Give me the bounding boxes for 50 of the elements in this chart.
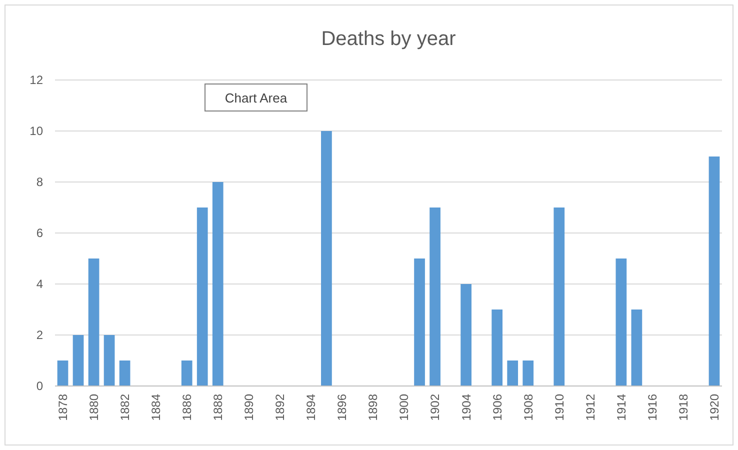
x-tick-label: 1906: [490, 394, 504, 421]
x-tick-label: 1916: [645, 394, 660, 421]
chart-title: Deaths by year: [321, 28, 456, 50]
annotation: Chart Area: [224, 90, 288, 106]
bar: [460, 284, 472, 386]
bar: [88, 258, 100, 386]
x-tick-label: 1896: [335, 394, 350, 421]
bar: [430, 208, 440, 386]
x-tick-label: 1900: [397, 394, 412, 421]
bar: [616, 258, 627, 386]
bar: [414, 258, 425, 386]
x-tick-label: 1892: [273, 394, 288, 421]
x-tick-label: 1902: [428, 394, 442, 421]
bar: [522, 360, 534, 386]
bar: [57, 360, 68, 386]
bar: [492, 310, 503, 386]
x-tick-label: 1888: [211, 394, 226, 421]
bar: [321, 131, 332, 386]
x-tick-label: 1918: [676, 394, 690, 421]
bar: [196, 208, 208, 386]
y-tick-label: 4: [36, 277, 44, 292]
x-tick-label: 1890: [242, 394, 256, 421]
y-tick-label: 6: [36, 226, 44, 240]
bar: [181, 360, 192, 386]
y-tick-label: 8: [36, 175, 44, 190]
x-tick-label: 1912: [583, 394, 598, 421]
y-tick-label: 12: [30, 73, 44, 88]
x-tick-label: 1914: [614, 394, 628, 421]
bar: [554, 208, 565, 386]
y-tick-label: 2: [36, 328, 44, 342]
x-tick-label: 1882: [118, 394, 132, 421]
x-tick-label: 1920: [707, 394, 722, 421]
x-tick-label: 1878: [56, 394, 70, 421]
x-tick-label: 1880: [86, 394, 101, 421]
x-tick-label: 1910: [552, 394, 566, 421]
bar: [72, 335, 84, 386]
x-tick-label: 1894: [304, 394, 318, 421]
bar: [104, 335, 115, 386]
y-tick-label: 0: [36, 379, 44, 394]
bar: [119, 360, 130, 386]
x-tick-label: 1886: [180, 394, 194, 421]
bar: [212, 182, 224, 386]
x-tick-label: 1908: [521, 394, 536, 421]
bar: [631, 310, 642, 386]
x-tick-label: 1884: [149, 394, 164, 421]
bar: [708, 156, 720, 386]
x-tick-label: 1898: [366, 394, 380, 421]
bar: [507, 360, 518, 386]
y-tick-label: 10: [30, 124, 44, 138]
x-tick-label: 1904: [459, 394, 474, 421]
